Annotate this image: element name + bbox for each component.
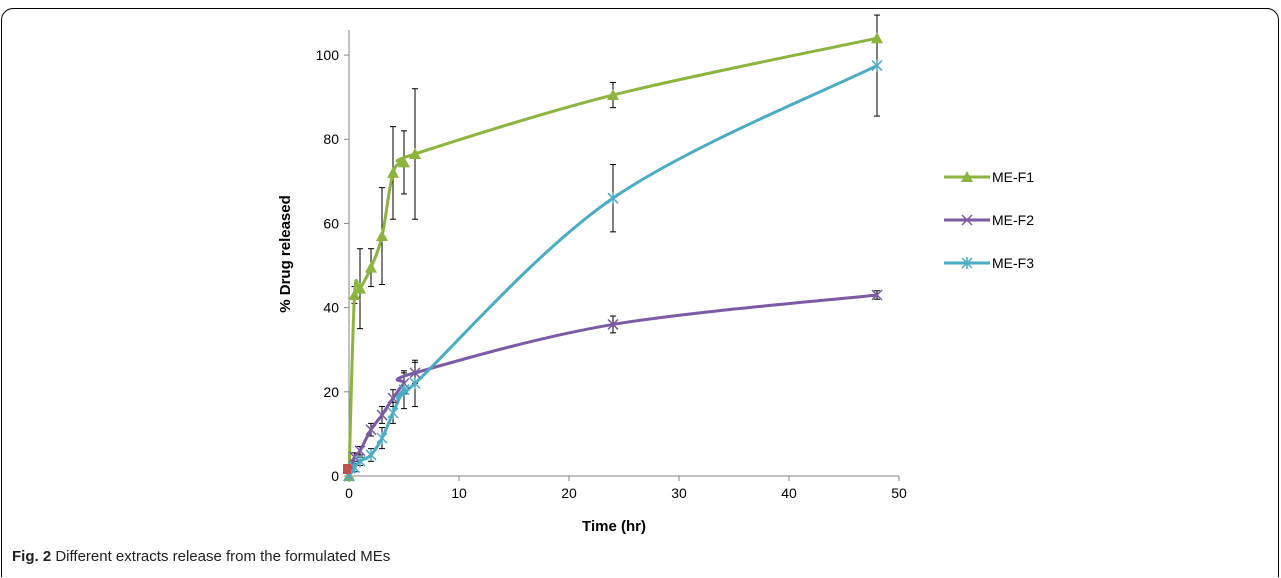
y-tick-label: 40 <box>323 300 339 316</box>
x-axis-label: Time (hr) <box>582 518 646 535</box>
data-point <box>354 455 366 468</box>
legend: ME-F1 ME-F2 ME-F3 <box>944 169 1034 271</box>
legend-item: ME-F3 <box>944 255 1034 271</box>
y-tick-label: 80 <box>323 131 339 147</box>
data-point <box>607 192 619 205</box>
x-tick-label: 40 <box>781 485 797 501</box>
data-point <box>398 156 410 168</box>
x-tick-label: 0 <box>345 485 353 501</box>
data-point <box>387 406 399 419</box>
data-point <box>387 166 399 178</box>
data-point <box>871 32 883 44</box>
data-point <box>376 432 388 445</box>
data-point <box>365 261 377 273</box>
data-point <box>607 318 619 330</box>
data-point <box>387 392 399 404</box>
data-point <box>354 445 366 457</box>
legend-label: ME-F2 <box>992 212 1034 228</box>
y-tick-label: 0 <box>331 468 339 484</box>
legend-marker <box>961 257 973 269</box>
data-point <box>365 424 377 436</box>
data-point <box>354 282 366 294</box>
legend-item: ME-F1 <box>944 169 1034 185</box>
data-point <box>409 147 421 159</box>
data-point <box>376 409 388 421</box>
data-point <box>348 288 361 300</box>
x-tick-label: 10 <box>451 485 467 501</box>
legend-marker <box>961 214 973 226</box>
data-point <box>376 230 388 242</box>
legend-item: ME-F2 <box>944 212 1034 228</box>
caption-text: Different extracts release from the form… <box>55 548 391 565</box>
figure-frame <box>1 8 1279 577</box>
legend-label: ME-F1 <box>992 169 1034 185</box>
origin-marker <box>343 464 351 474</box>
legend-marker <box>961 171 973 182</box>
data-point <box>607 89 619 101</box>
x-tick-label: 30 <box>671 485 687 501</box>
axes: 0 20 40 60 80 100 0 10 20 30 40 50 <box>316 30 907 501</box>
figure-caption: Fig. 2 Different extracts release from t… <box>12 548 390 565</box>
x-tick-label: 20 <box>561 485 577 501</box>
data-point <box>398 383 410 396</box>
y-axis-label: % Drug released <box>277 195 294 313</box>
y-tick-label: 20 <box>323 384 339 400</box>
data-point <box>871 289 883 301</box>
caption-label: Fig. 2 <box>12 548 52 565</box>
data-point <box>409 377 421 390</box>
y-tick-label: 60 <box>323 215 339 231</box>
x-tick-label: 50 <box>891 485 907 501</box>
data-point <box>871 59 883 72</box>
data-point <box>365 448 377 461</box>
data-point <box>409 367 421 379</box>
series-markers <box>343 32 883 482</box>
y-tick-label: 100 <box>316 47 340 63</box>
legend-label: ME-F3 <box>992 255 1034 271</box>
series-line-me-f3 <box>347 64 878 477</box>
error-bars <box>351 14 880 473</box>
